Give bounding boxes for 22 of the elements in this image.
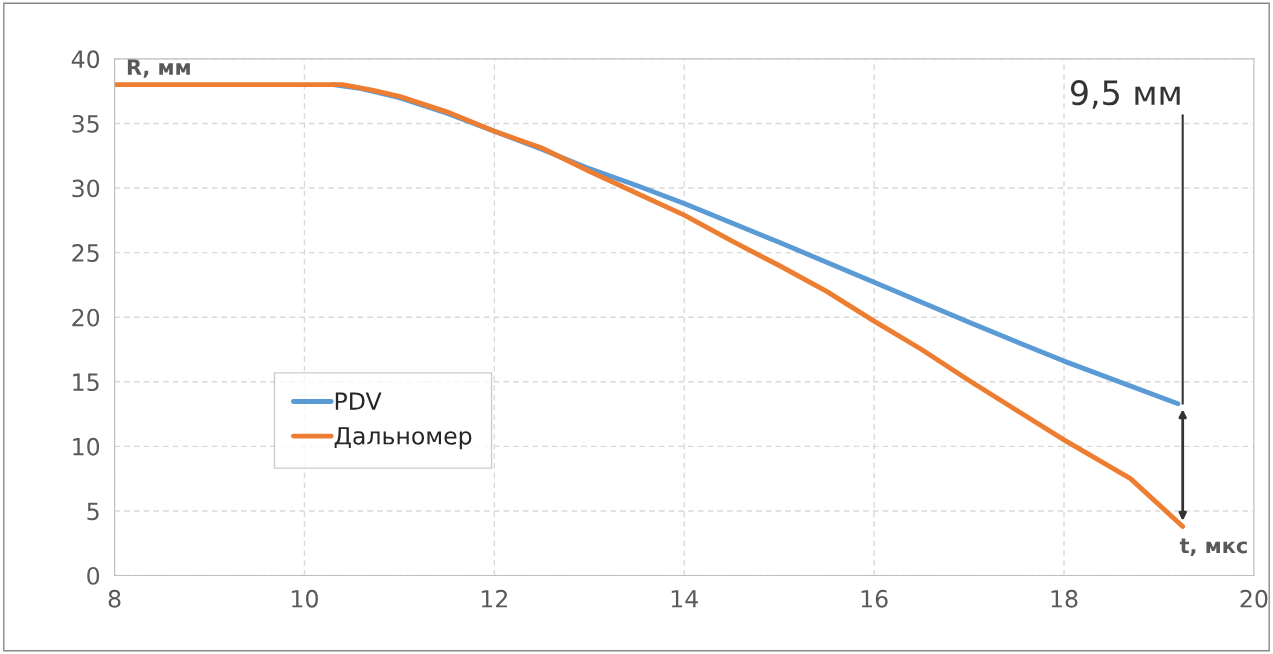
legend-label: Дальномер	[334, 427, 472, 450]
x-tick-label: 16	[861, 589, 888, 608]
x-axis-title: t, мкс	[1179, 538, 1247, 557]
y-axis-title: R, мм	[127, 59, 190, 78]
y-tick-label: 0	[87, 566, 100, 585]
y-tick-label: 5	[87, 502, 99, 521]
line-series	[114, 82, 1186, 529]
x-tick-label: 8	[108, 589, 121, 608]
y-tick-label: 10	[73, 437, 100, 456]
y-tick-label: 15	[73, 373, 99, 392]
y-tick-label: 20	[72, 308, 100, 327]
x-tick-label: 10	[292, 589, 318, 608]
x-tick-label: 12	[481, 589, 508, 608]
x-tick-label: 18	[1051, 589, 1078, 608]
legend-label: PDV	[335, 392, 382, 410]
y-tick-label: 40	[71, 50, 100, 69]
y-tick-label: 35	[72, 114, 99, 133]
y-tick-label: 25	[72, 244, 99, 262]
x-tick-label: 20	[1240, 589, 1268, 608]
y-tick-label: 30	[72, 179, 100, 198]
x-tick-label: 14	[671, 590, 698, 608]
annotation: 9,5 мм	[1070, 80, 1180, 109]
